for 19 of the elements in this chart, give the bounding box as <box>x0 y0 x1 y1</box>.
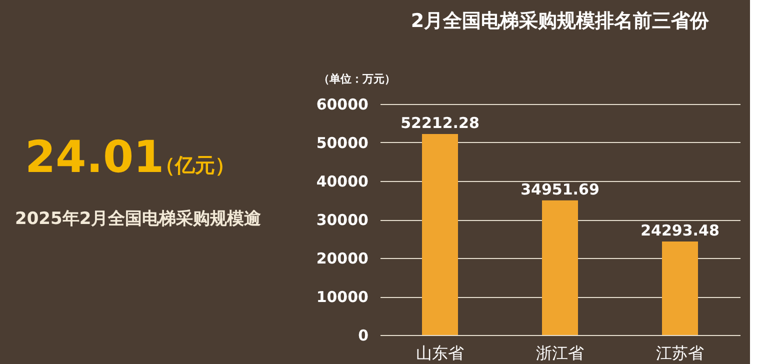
data-label: 52212.28 <box>400 114 480 132</box>
y-tick-label: 30000 <box>316 211 368 229</box>
data-label: 24293.48 <box>640 221 720 240</box>
x-tick-label: 江苏省 <box>656 344 704 362</box>
chart-title: 2月全国电梯采购规模排名前三省份 <box>410 10 710 32</box>
y-tick-label: 40000 <box>316 172 368 190</box>
text: 2025年2月全国电梯采购规模逾 <box>15 209 262 229</box>
y-tick-label: 0 <box>358 326 368 344</box>
data-label: 34951.69 <box>520 180 600 198</box>
y-axis-title: （单位：万元） <box>318 72 396 86</box>
y-tick-label: 10000 <box>316 288 368 306</box>
bar <box>662 241 698 335</box>
bar <box>542 200 578 335</box>
x-tick-label: 浙江省 <box>536 344 584 362</box>
x-tick-label: 山东省 <box>416 344 464 362</box>
y-tick-label: 50000 <box>316 134 368 152</box>
y-tick-label: 20000 <box>316 250 368 268</box>
bar <box>422 134 458 335</box>
y-tick-label: 60000 <box>316 96 368 114</box>
